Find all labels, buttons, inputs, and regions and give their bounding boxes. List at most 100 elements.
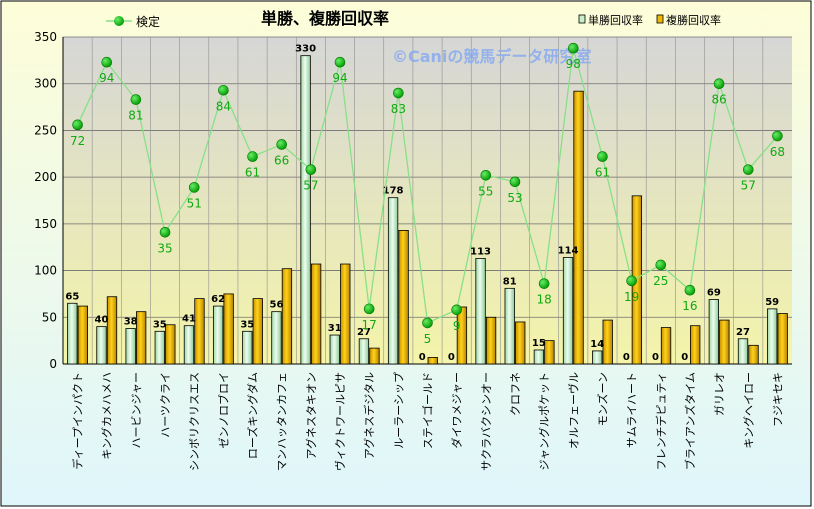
bar-value-label: 38 xyxy=(124,316,138,327)
x-tick-label: ジャングルポケット xyxy=(537,372,551,470)
bar-value-label: 15 xyxy=(532,338,546,349)
bar-value-label: 27 xyxy=(736,327,750,338)
bar-value-label: 69 xyxy=(707,288,721,299)
x-tick-label: アグネスデジタル xyxy=(362,372,376,459)
bar-fukusho-16 xyxy=(544,340,555,365)
y-tick-label: 350 xyxy=(34,30,57,44)
line-value-label: 98 xyxy=(566,57,581,71)
x-tick-label: ヴィクトワールピサ xyxy=(333,372,347,471)
x-tick-label: アグネスタキオン xyxy=(304,372,318,459)
line-value-label: 35 xyxy=(157,241,172,255)
bar-fukusho-17 xyxy=(573,90,584,365)
line-marker-1 xyxy=(101,56,113,68)
bar-fukusho-0 xyxy=(77,305,88,365)
bar-value-label: 31 xyxy=(328,323,342,334)
bar-tansho-3 xyxy=(154,330,165,365)
x-tick-label: ゼンノロブロイ xyxy=(216,372,230,448)
y-tick-label: 200 xyxy=(34,170,57,184)
bar-tansho-18 xyxy=(592,350,603,365)
line-marker-9 xyxy=(334,56,346,68)
bar-fukusho-23 xyxy=(748,344,759,365)
legend-bar1-item: 単勝回収率 xyxy=(578,13,643,27)
line-value-label: 84 xyxy=(216,99,231,113)
line-value-label: 81 xyxy=(128,109,143,123)
plot-area xyxy=(63,37,792,364)
bar-fukusho-4 xyxy=(194,298,205,365)
line-marker-19 xyxy=(626,275,637,287)
x-tick-label: クロフネ xyxy=(509,372,522,416)
x-tick-label: ステイゴールド xyxy=(421,372,435,449)
bar-fukusho-1 xyxy=(106,296,118,365)
line-value-label: 57 xyxy=(741,179,756,193)
bar-fukusho-22 xyxy=(719,319,730,365)
bar-fukusho-14 xyxy=(485,316,497,365)
line-marker-24 xyxy=(772,130,783,142)
line-value-label: 61 xyxy=(595,166,610,180)
bar-value-label: 65 xyxy=(65,291,79,302)
x-tick-label: フレンチデピュティ xyxy=(654,372,668,470)
y-tick-label: 250 xyxy=(34,123,57,137)
watermark: ©Caniの競馬データ研究室 xyxy=(392,47,591,66)
legend-bar2-swatch xyxy=(656,14,664,24)
line-marker-6 xyxy=(247,151,258,162)
bar-fukusho-6 xyxy=(252,298,263,365)
line-marker-22 xyxy=(713,78,725,90)
bar-fukusho-8 xyxy=(310,263,322,365)
line-marker-17 xyxy=(567,42,579,54)
x-tick-label: サムライハート xyxy=(626,372,639,448)
line-marker-5 xyxy=(218,84,229,96)
line-value-label: 53 xyxy=(507,191,522,205)
bar-fukusho-11 xyxy=(398,229,409,365)
line-value-label: 51 xyxy=(187,196,202,210)
line-marker-11 xyxy=(393,87,404,99)
bar-value-label: 0 xyxy=(652,352,659,363)
bar-value-label: 178 xyxy=(383,186,404,197)
bar-tansho-16 xyxy=(533,349,545,365)
bar-tansho-22 xyxy=(708,299,719,365)
line-marker-23 xyxy=(742,164,754,175)
bar-tansho-10 xyxy=(358,338,370,365)
x-axis-labels: ディープインパクト キングカメハメハ ハービンジャー ハーツクライ シンボリクリスエス ゼ… xyxy=(71,372,785,471)
line-marker-18 xyxy=(597,151,608,162)
legend-line-item: 検定 xyxy=(106,14,160,29)
bar-value-label: 330 xyxy=(295,44,316,55)
line-marker-0 xyxy=(72,119,83,131)
bar-value-label: 41 xyxy=(182,314,196,325)
bar-tansho-4 xyxy=(183,325,195,365)
x-tick-label: ブライアンズタイム xyxy=(683,372,697,470)
line-marker-14 xyxy=(480,169,492,181)
line-marker-3 xyxy=(159,226,171,238)
legend-line-marker xyxy=(114,16,124,26)
bar-fukusho-21 xyxy=(690,325,701,365)
bar-value-label: 0 xyxy=(448,352,455,363)
gridlines xyxy=(63,36,792,364)
bar-value-label: 113 xyxy=(470,246,491,257)
y-tick-label: 100 xyxy=(34,264,57,278)
line-value-label: 72 xyxy=(70,134,85,148)
line-value-label: 5 xyxy=(424,332,432,346)
bar-value-label: 27 xyxy=(357,327,371,338)
x-tick-label: オルフェーヴル xyxy=(566,372,580,449)
bar-fukusho-2 xyxy=(135,311,147,365)
bar-tansho-0 xyxy=(67,302,78,365)
bar-tansho-15 xyxy=(504,287,515,365)
bar-value-label: 81 xyxy=(503,276,517,287)
bar-fukusho-7 xyxy=(281,268,293,365)
bar-value-label: 0 xyxy=(419,352,426,363)
line-marker-20 xyxy=(655,259,667,271)
bar-fukusho-9 xyxy=(340,263,351,365)
bar-fukusho-18 xyxy=(602,319,613,365)
bar-tansho-11 xyxy=(387,197,399,365)
x-tick-label: ディープインパクト xyxy=(71,372,85,470)
x-tick-label: ハーツクライ xyxy=(159,372,172,438)
legend-bar2-label: 複勝回収率 xyxy=(666,13,721,27)
line-marker-8 xyxy=(305,164,317,175)
x-tick-label: ローズキングダム xyxy=(246,372,260,459)
bar-tansho-1 xyxy=(96,326,107,365)
bar-value-label: 62 xyxy=(211,294,225,305)
line-marker-16 xyxy=(538,278,550,289)
bar-value-label: 40 xyxy=(95,315,109,326)
